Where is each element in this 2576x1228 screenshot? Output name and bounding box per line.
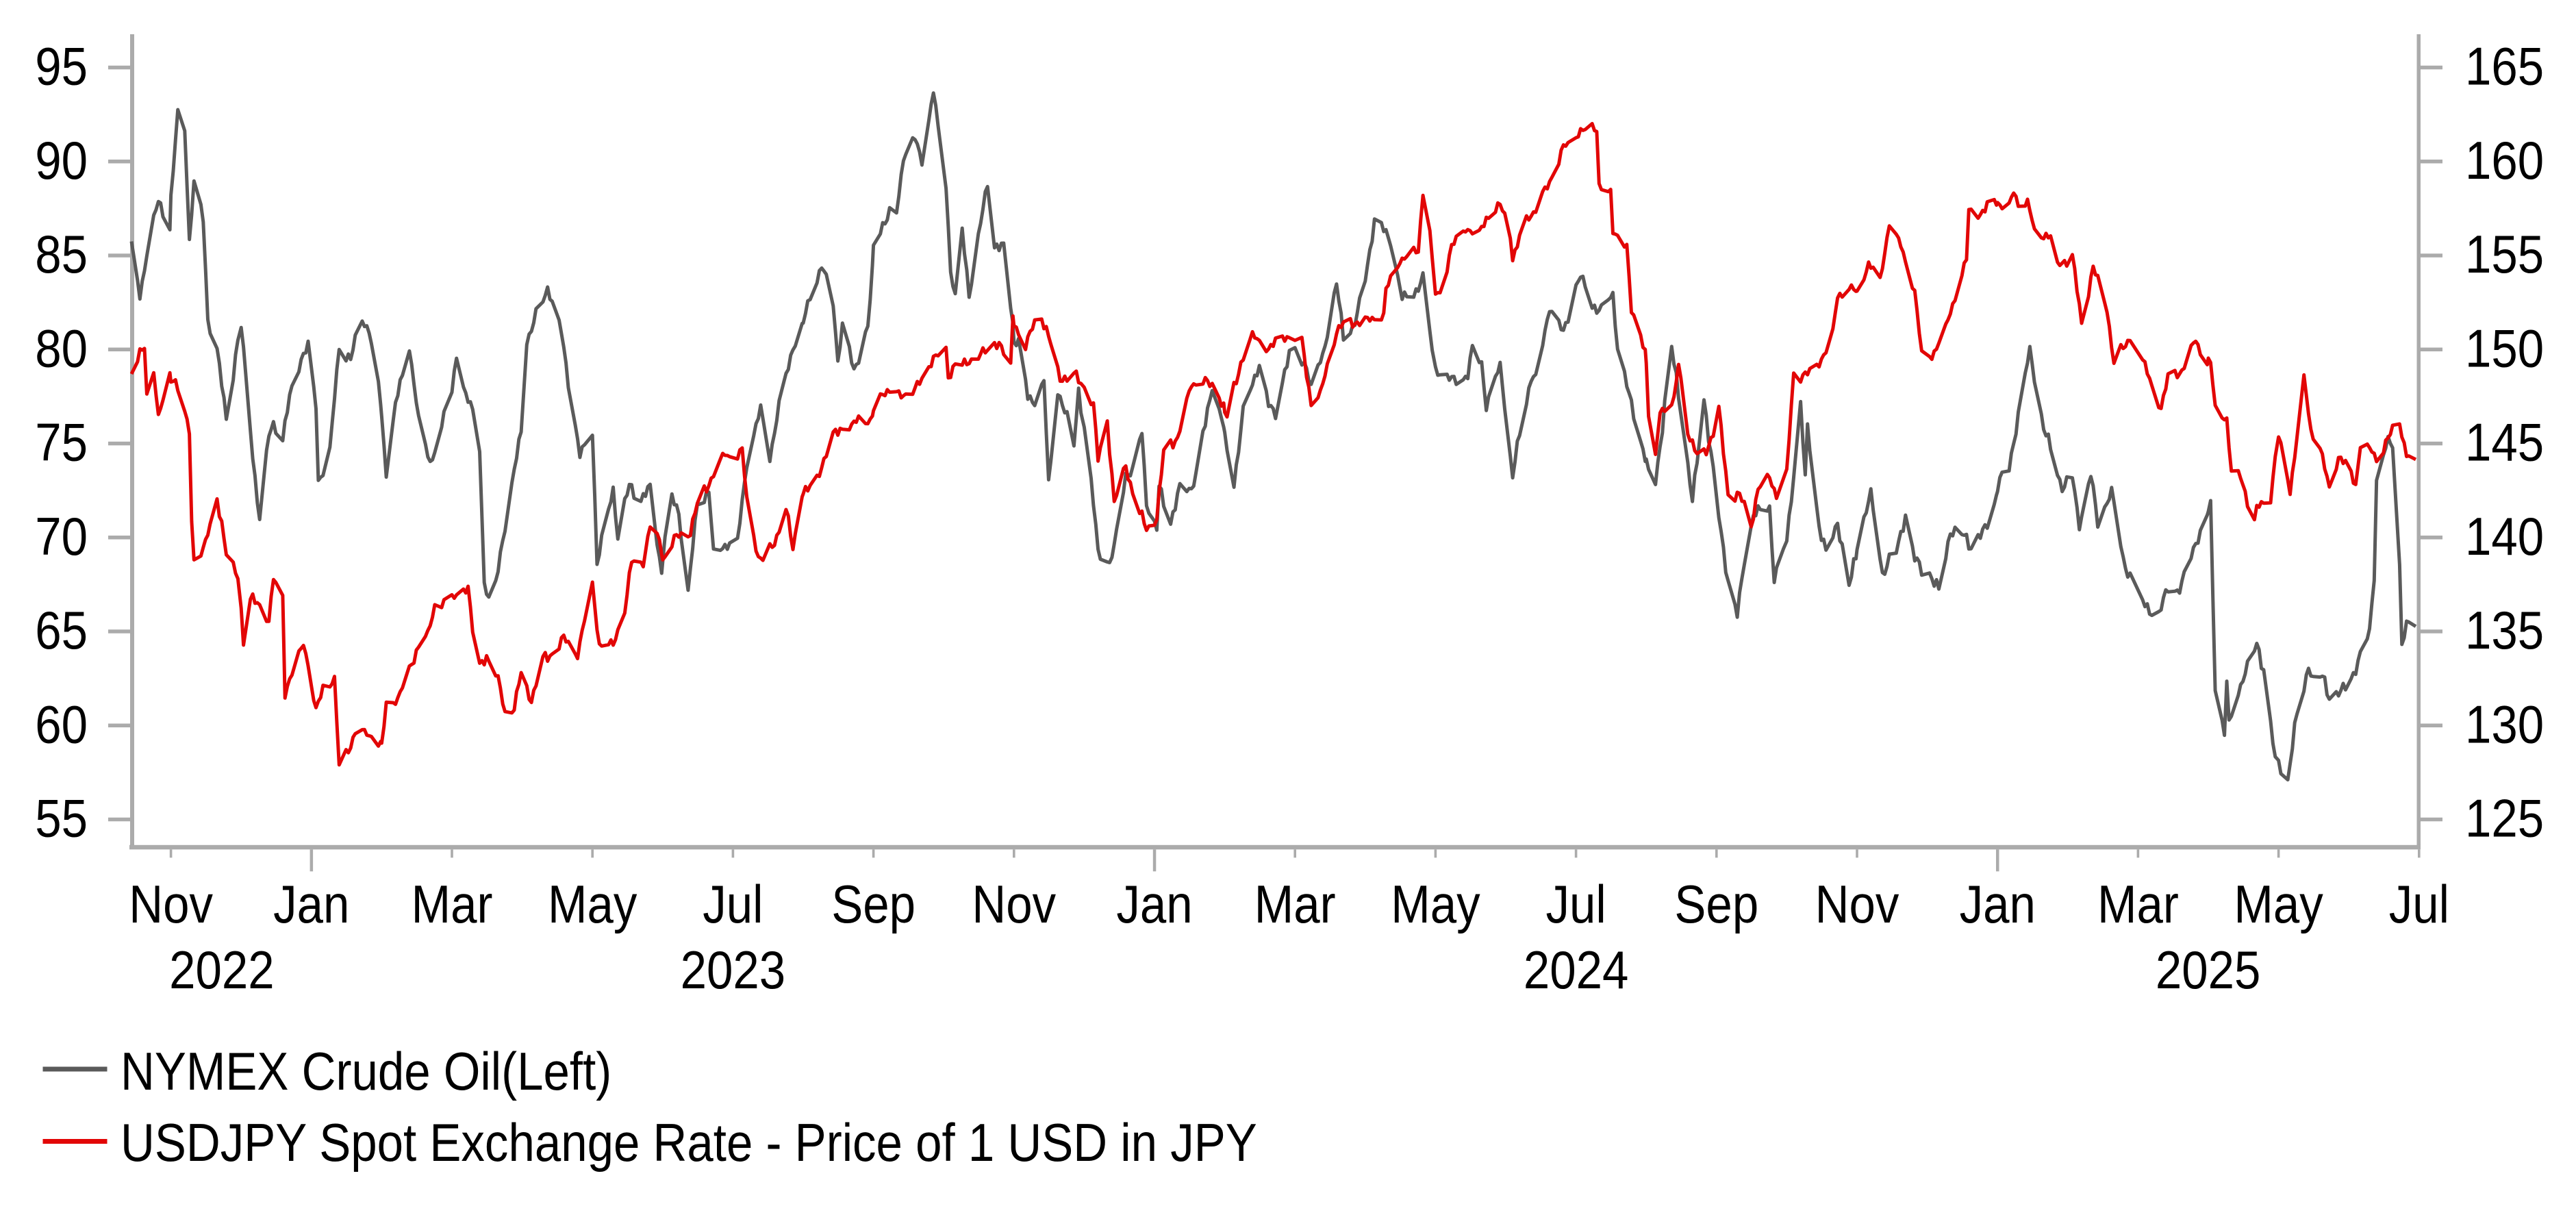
svg-text:Sep: Sep: [1674, 874, 1758, 934]
svg-text:2023: 2023: [681, 940, 786, 1000]
svg-text:135: 135: [2465, 600, 2544, 660]
svg-text:165: 165: [2465, 36, 2544, 97]
svg-text:NYMEX Crude Oil(Left): NYMEX Crude Oil(Left): [121, 1041, 611, 1101]
svg-text:140: 140: [2465, 506, 2544, 566]
svg-text:2025: 2025: [2156, 940, 2261, 1000]
svg-text:150: 150: [2465, 318, 2544, 378]
svg-text:May: May: [2234, 874, 2323, 934]
svg-text:60: 60: [35, 694, 88, 754]
svg-text:55: 55: [35, 788, 88, 849]
svg-text:130: 130: [2465, 694, 2544, 754]
svg-text:155: 155: [2465, 224, 2544, 284]
svg-text:2022: 2022: [169, 940, 275, 1000]
svg-text:145: 145: [2465, 412, 2544, 473]
svg-text:Sep: Sep: [831, 874, 916, 934]
svg-text:85: 85: [35, 224, 88, 284]
svg-text:2024: 2024: [1524, 940, 1629, 1000]
svg-text:Jul: Jul: [1545, 874, 1606, 934]
svg-text:Jul: Jul: [2389, 874, 2449, 934]
svg-text:90: 90: [35, 130, 88, 190]
svg-text:Nov: Nov: [129, 874, 213, 934]
svg-text:Mar: Mar: [412, 874, 493, 934]
svg-text:75: 75: [35, 412, 88, 473]
svg-text:May: May: [1391, 874, 1480, 934]
svg-text:95: 95: [35, 36, 88, 97]
svg-text:Jul: Jul: [703, 874, 763, 934]
svg-text:Nov: Nov: [1815, 874, 1899, 934]
svg-text:125: 125: [2465, 788, 2544, 849]
svg-text:Mar: Mar: [2097, 874, 2179, 934]
svg-text:Jan: Jan: [1116, 874, 1192, 934]
svg-text:Mar: Mar: [1254, 874, 1336, 934]
svg-text:Jan: Jan: [1960, 874, 2036, 934]
svg-text:May: May: [548, 874, 637, 934]
svg-text:USDJPY Spot Exchange Rate - Pr: USDJPY Spot Exchange Rate - Price of 1 U…: [121, 1112, 1257, 1173]
svg-text:Jan: Jan: [273, 874, 349, 934]
svg-text:Nov: Nov: [972, 874, 1056, 934]
svg-text:160: 160: [2465, 130, 2544, 190]
svg-text:65: 65: [35, 600, 88, 660]
svg-text:70: 70: [35, 506, 88, 566]
svg-text:80: 80: [35, 318, 88, 378]
